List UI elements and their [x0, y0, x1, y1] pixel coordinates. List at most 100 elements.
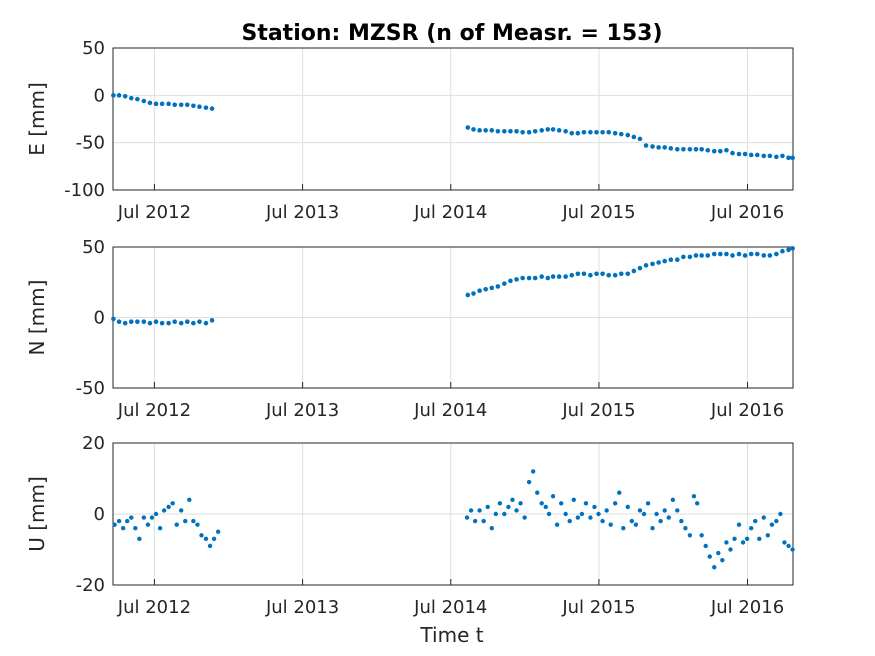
data-point — [539, 274, 545, 279]
y-tick-label: -50 — [76, 378, 105, 399]
data-point — [545, 127, 551, 132]
data-point — [209, 106, 215, 111]
data-point — [612, 130, 618, 136]
data-point — [197, 104, 202, 109]
data-point — [618, 271, 624, 277]
data-point — [707, 554, 712, 559]
data-point — [539, 128, 545, 133]
data-point — [681, 146, 686, 152]
data-point — [786, 543, 791, 549]
data-point — [514, 277, 519, 282]
data-point — [166, 320, 171, 326]
data-point — [161, 508, 167, 513]
data-point — [147, 100, 153, 106]
x-tick-label: Jul 2014 — [413, 202, 487, 223]
data-point — [514, 508, 519, 513]
y-tick-label: -20 — [76, 575, 105, 596]
x-tick-label: Jul 2012 — [117, 597, 191, 618]
data-point — [211, 536, 217, 542]
data-point — [662, 145, 668, 150]
data-point — [203, 536, 209, 542]
data-point — [681, 254, 686, 260]
data-point — [581, 271, 587, 277]
data-point — [184, 102, 190, 108]
data-point — [111, 316, 116, 322]
data-point — [674, 146, 680, 152]
data-point — [157, 526, 163, 531]
data-point — [769, 522, 775, 527]
x-tick-label: Jul 2013 — [265, 202, 339, 223]
data-point — [656, 145, 661, 150]
data-point — [724, 251, 729, 257]
data-point — [633, 522, 639, 527]
data-point — [612, 501, 618, 506]
data-point — [535, 490, 540, 495]
data-point — [495, 284, 501, 289]
data-point — [579, 511, 585, 517]
data-point — [668, 257, 674, 262]
data-point — [514, 129, 519, 134]
data-point — [489, 128, 495, 133]
data-point — [145, 522, 151, 527]
panels: 50 0 -50 -100 Jul 2012 Jul 2013 Jul 2014 Jul 20… — [25, 38, 795, 618]
x-tick-label: Jul 2013 — [265, 597, 339, 618]
data-point — [174, 522, 179, 527]
data-point — [520, 275, 525, 281]
data-point — [532, 275, 538, 281]
y-axis-label: N [mm] — [25, 280, 49, 356]
data-point — [563, 129, 568, 134]
x-tick-label: Jul 2013 — [265, 400, 339, 421]
data-point — [662, 258, 668, 264]
data-point — [135, 96, 140, 102]
data-point — [141, 319, 147, 325]
data-point — [754, 251, 760, 257]
data-point — [209, 318, 215, 323]
data-point — [790, 155, 795, 161]
data-point — [730, 253, 735, 258]
data-point — [637, 136, 643, 142]
y-tick-label: 50 — [82, 38, 105, 59]
data-point — [650, 144, 655, 149]
data-point — [716, 550, 721, 556]
data-point — [705, 147, 711, 153]
data-point — [472, 518, 478, 524]
data-point — [617, 490, 622, 495]
y-tick-label: -100 — [64, 180, 105, 201]
data-point — [563, 511, 568, 517]
data-point — [608, 522, 613, 527]
data-point — [694, 501, 700, 506]
data-point — [575, 130, 581, 136]
data-point — [621, 526, 626, 531]
data-point — [705, 253, 711, 258]
data-point — [556, 274, 562, 279]
x-tick-label: Jul 2015 — [561, 597, 635, 618]
data-point — [742, 253, 748, 258]
x-tick-label: Jul 2012 — [117, 202, 191, 223]
data-point — [135, 319, 140, 325]
data-point — [477, 288, 482, 294]
data-point — [147, 320, 153, 326]
y-tick-label: 20 — [82, 433, 105, 454]
data-point — [730, 150, 735, 156]
data-point — [495, 129, 501, 134]
data-point — [637, 508, 643, 513]
data-point — [774, 154, 779, 160]
data-point — [207, 543, 213, 549]
data-point — [687, 254, 693, 260]
data-point — [477, 508, 482, 513]
data-point — [111, 93, 116, 98]
data-point — [754, 152, 760, 158]
x-tick-label: Jul 2016 — [710, 202, 784, 223]
data-point — [748, 251, 754, 257]
data-point — [116, 319, 122, 325]
data-point — [137, 536, 142, 542]
data-point — [786, 155, 791, 161]
data-point — [668, 146, 674, 151]
data-point — [724, 147, 729, 153]
data-point — [122, 93, 128, 99]
data-point — [178, 320, 184, 326]
data-point — [125, 518, 130, 524]
data-point — [699, 253, 704, 258]
data-point — [724, 540, 729, 545]
